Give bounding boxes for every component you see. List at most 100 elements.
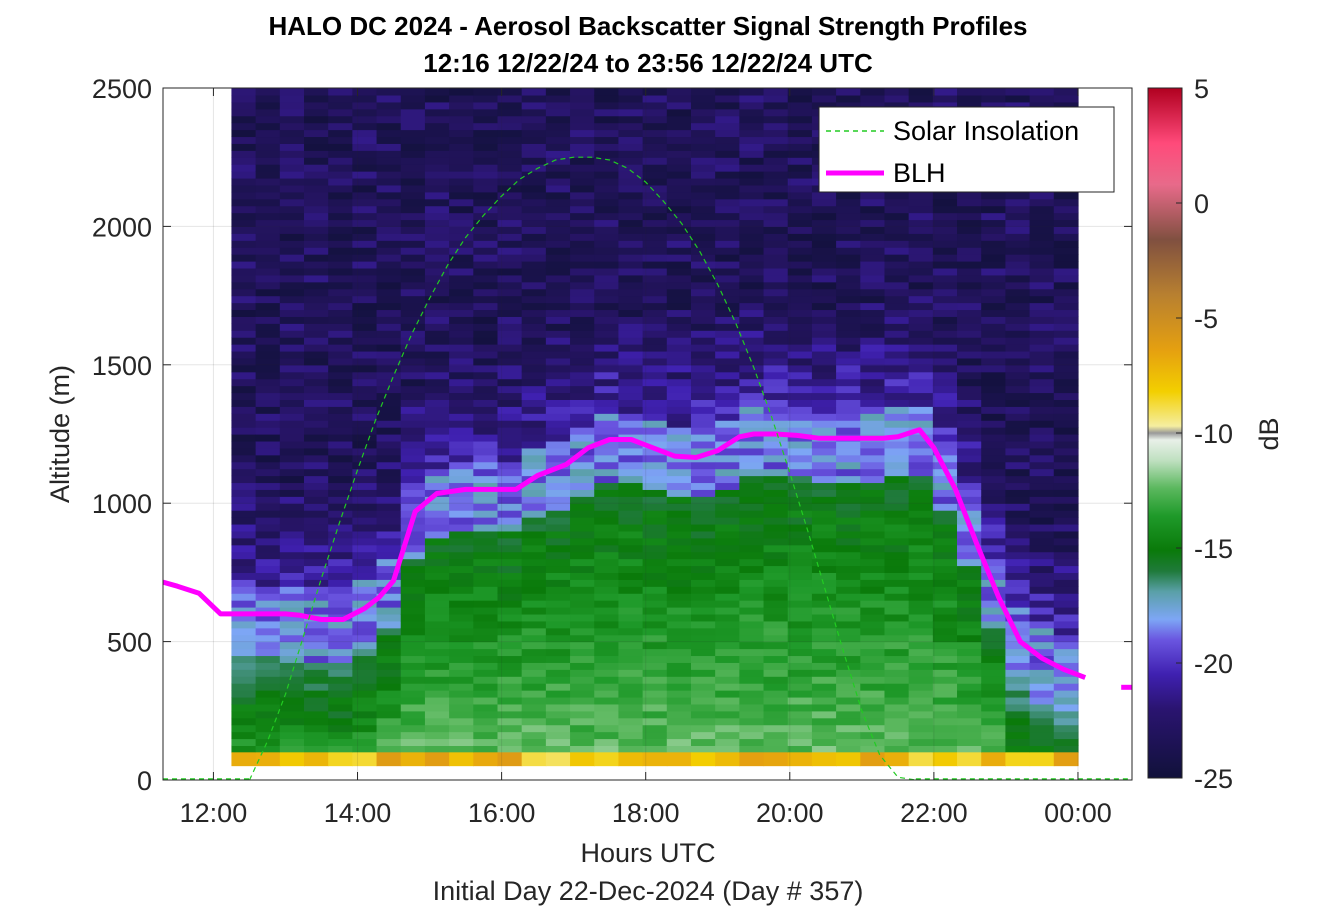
heatmap-cell <box>473 164 499 172</box>
heatmap-cell <box>352 593 378 601</box>
heatmap-cell <box>1053 613 1079 622</box>
heatmap-cell <box>424 150 450 158</box>
heatmap-cell <box>255 468 281 477</box>
heatmap-cell <box>618 503 644 511</box>
heatmap-cell <box>424 468 450 477</box>
heatmap-cell <box>618 620 644 629</box>
heatmap-cell <box>521 344 547 352</box>
heatmap-cell <box>497 489 523 497</box>
heatmap-cell <box>279 344 305 352</box>
heatmap-cell <box>400 745 426 753</box>
heatmap-cell <box>594 558 620 567</box>
heatmap-cell <box>400 676 426 684</box>
heatmap-cell <box>400 344 426 352</box>
heatmap-cell <box>424 641 450 650</box>
heatmap-cell <box>1029 413 1055 421</box>
heatmap-cell <box>690 600 716 608</box>
heatmap-cell <box>739 254 765 262</box>
heatmap-cell <box>328 226 353 234</box>
heatmap-cell <box>255 600 281 608</box>
heatmap-cell <box>304 600 329 608</box>
heatmap-cell <box>545 357 571 366</box>
heatmap-cell <box>690 350 716 359</box>
heatmap-cell <box>352 191 378 200</box>
heatmap-cell <box>884 482 910 490</box>
heatmap-cell <box>304 247 329 255</box>
heatmap-cell <box>231 129 257 138</box>
heatmap-cell <box>1029 323 1055 331</box>
heatmap-cell <box>279 724 305 733</box>
heatmap-cell <box>255 703 281 712</box>
heatmap-cell <box>884 593 910 601</box>
heatmap-cell <box>545 261 571 269</box>
heatmap-cell <box>449 288 474 297</box>
heatmap-cell <box>715 371 740 380</box>
heatmap-cell <box>739 371 765 380</box>
heatmap-cell <box>473 717 499 726</box>
heatmap-cell <box>932 613 958 622</box>
heatmap-cell <box>424 461 450 470</box>
heatmap-cell <box>787 288 813 297</box>
heatmap-cell <box>328 413 353 421</box>
heatmap-cell <box>521 627 547 636</box>
heatmap-cell <box>642 503 668 511</box>
heatmap-cell <box>811 344 837 352</box>
heatmap-cell <box>1005 523 1031 532</box>
heatmap-cell <box>570 302 595 311</box>
heatmap-cell <box>1053 717 1079 726</box>
heatmap-cell <box>304 690 329 698</box>
heatmap-cell <box>255 655 281 663</box>
heatmap-cell <box>715 164 740 172</box>
heatmap-cell <box>860 198 886 207</box>
heatmap-cell <box>908 710 934 719</box>
heatmap-cell <box>521 122 547 131</box>
heatmap-cell <box>231 281 257 290</box>
heatmap-cell <box>304 579 329 587</box>
heatmap-cell <box>763 724 789 733</box>
heatmap-cell <box>400 731 426 740</box>
heatmap-cell <box>981 219 1007 227</box>
heatmap-cell <box>449 177 474 186</box>
heatmap-cell <box>570 364 595 373</box>
heatmap-cell <box>860 191 886 200</box>
heatmap-cell <box>836 191 861 200</box>
heatmap-cell <box>884 281 910 290</box>
heatmap-cell <box>932 696 958 705</box>
heatmap-cell <box>449 420 474 428</box>
heatmap-cell <box>1005 205 1031 214</box>
heatmap-cell <box>908 261 934 269</box>
heatmap-cell <box>642 129 668 138</box>
heatmap-cell <box>763 641 789 650</box>
heatmap-cell <box>642 94 668 103</box>
heatmap-cell <box>352 378 378 387</box>
heatmap-cell <box>811 489 837 497</box>
heatmap-cell <box>811 406 837 414</box>
heatmap-cell <box>545 413 571 421</box>
heatmap-cell <box>860 517 886 525</box>
heatmap-cell <box>836 517 861 525</box>
heatmap-cell <box>570 129 595 138</box>
heatmap-cell <box>304 475 329 484</box>
heatmap-cell <box>400 413 426 421</box>
heatmap-cell <box>594 634 620 643</box>
heatmap-cell <box>932 420 958 428</box>
heatmap-cell <box>424 662 450 670</box>
heatmap-cell <box>255 530 281 539</box>
heatmap-cell <box>932 427 958 435</box>
heatmap-cell <box>255 337 281 345</box>
heatmap-cell <box>642 330 668 338</box>
heatmap-cell <box>957 378 982 387</box>
heatmap-cell <box>666 745 692 753</box>
heatmap-cell <box>497 108 523 117</box>
heatmap-cell <box>860 593 886 601</box>
heatmap-cell <box>424 267 450 276</box>
heatmap-cell <box>400 198 426 207</box>
heatmap-cell <box>352 226 378 234</box>
heatmap-cell <box>449 634 474 643</box>
heatmap-cell <box>231 302 257 311</box>
heatmap-cell <box>594 267 620 276</box>
heatmap-cell <box>473 696 499 705</box>
heatmap-cell <box>739 233 765 241</box>
heatmap-cell <box>231 108 257 117</box>
heatmap-cell <box>932 364 958 373</box>
